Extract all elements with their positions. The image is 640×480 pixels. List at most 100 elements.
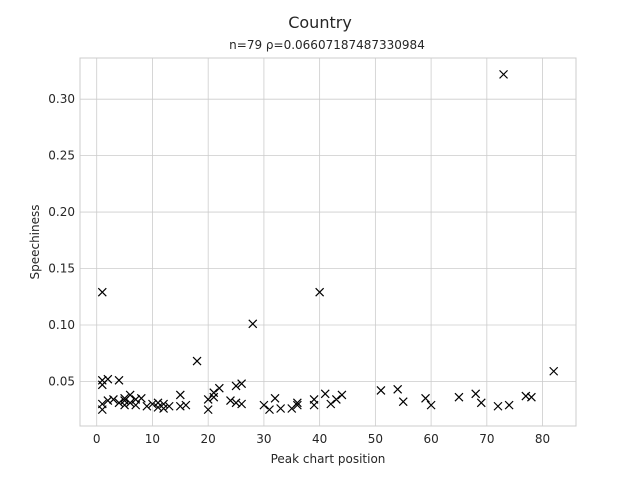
marker-stroke [231,398,241,408]
marker-stroke [203,395,213,404]
data-point [376,386,386,395]
y-tick-label: 0.20 [48,205,75,219]
y-tick-label: 0.05 [48,374,75,388]
data-point [159,404,169,413]
data-point [148,399,157,409]
data-point [97,405,107,415]
marker-stroke [125,390,135,400]
x-tick-label: 10 [145,432,160,446]
data-point [331,395,341,404]
marker-stroke [97,287,107,297]
marker-stroke [521,391,531,401]
data-point [120,393,130,403]
marker-stroke [114,375,124,385]
x-tick-label: 80 [535,432,550,446]
marker-stroke [248,319,258,329]
chart-title: Country [288,13,352,32]
marker-stroke [476,398,486,408]
x-tick-label: 70 [479,432,494,446]
marker-stroke [265,405,274,415]
marker-stroke [109,395,118,404]
data-point [398,397,408,407]
data-point [203,395,213,404]
marker-stroke [175,401,185,411]
data-point [209,388,219,398]
data-point [276,404,286,413]
data-point [103,374,113,384]
marker-stroke [192,356,202,366]
data-point [175,401,185,411]
data-point [114,375,124,385]
data-point [326,399,336,409]
marker-stroke [393,384,403,394]
data-point [504,400,514,410]
marker-stroke [398,397,408,407]
data-point [248,319,258,329]
marker-stroke [136,393,146,403]
data-point [97,287,107,297]
y-tick-label: 0.30 [48,92,75,106]
marker-stroke [276,404,286,413]
data-point [526,392,536,402]
data-point [237,399,247,409]
data-point [493,401,503,411]
y-axis-label: Speechiness [28,204,42,279]
data-point [175,390,185,400]
data-point [292,400,302,410]
marker-stroke [292,398,302,408]
data-point [320,389,330,399]
data-point [315,287,325,297]
marker-stroke [164,401,174,411]
marker-stroke [421,393,430,403]
marker-stroke [426,400,436,410]
marker-stroke [114,398,124,408]
data-point [270,393,280,403]
data-point [164,401,174,411]
data-point [337,390,347,400]
marker-stroke [315,287,325,297]
data-point [209,392,219,402]
marker-stroke [103,374,113,384]
data-point [421,393,430,403]
data-point [131,395,141,404]
data-point [125,398,135,408]
x-tick-label: 20 [201,432,216,446]
marker-stroke [181,400,191,410]
marker-stroke [493,401,503,411]
marker-stroke [309,400,319,410]
data-point [181,400,191,410]
point-layer [97,69,559,415]
data-point [109,395,118,404]
data-point [499,69,508,79]
data-point [214,383,224,393]
marker-stroke [471,389,481,399]
data-point [454,392,464,402]
marker-stroke [120,393,130,403]
data-point [125,390,135,400]
data-point [471,389,481,399]
marker-stroke [214,383,224,393]
grid-layer [80,58,576,426]
data-point [476,398,486,408]
marker-stroke [142,401,152,411]
y-tick-label: 0.25 [48,149,75,163]
data-point [192,356,202,366]
marker-stroke [270,393,280,403]
data-point [237,379,247,389]
data-point [549,366,559,376]
marker-stroke [326,399,336,409]
plot-frame [79,57,577,427]
marker-stroke [337,390,347,400]
data-point [521,391,531,401]
data-point [114,398,124,408]
marker-stroke [454,392,464,402]
data-point [292,398,302,408]
marker-stroke [320,389,330,399]
marker-stroke [292,400,302,410]
x-tick-label: 30 [256,432,271,446]
data-point [153,402,163,412]
data-point [231,398,241,408]
x-tick-label: 40 [312,432,327,446]
marker-stroke [331,395,341,404]
marker-stroke [259,400,269,410]
